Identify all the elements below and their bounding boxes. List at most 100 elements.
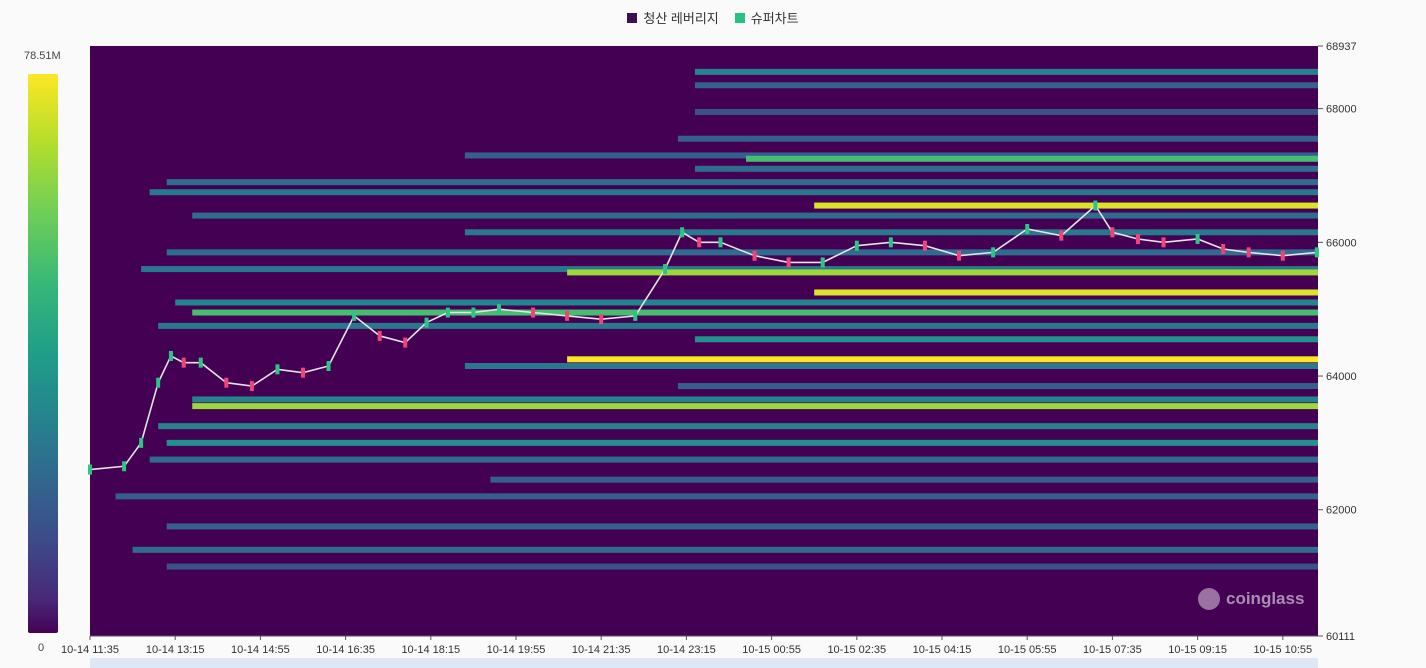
price-candle bbox=[224, 377, 229, 388]
liquidation-band bbox=[166, 523, 1319, 530]
price-candle bbox=[1059, 230, 1064, 241]
colorbar-max-label: 78.51M bbox=[24, 50, 61, 62]
y-tick-label: 66000 bbox=[1326, 237, 1357, 249]
price-candle bbox=[156, 377, 161, 388]
navigator-strip bbox=[90, 658, 1318, 668]
colorbar bbox=[28, 74, 58, 633]
legend-item-liquidation-leverage[interactable]: 청산 레버리지 bbox=[627, 8, 719, 27]
price-candle bbox=[957, 250, 962, 261]
y-tick-label: 68937 bbox=[1326, 41, 1357, 53]
liquidation-band bbox=[490, 476, 1318, 483]
x-tick-label: 10-15 02:35 bbox=[827, 644, 886, 656]
price-candle bbox=[122, 461, 127, 472]
price-candle bbox=[786, 257, 791, 268]
price-candle bbox=[1221, 244, 1226, 255]
liquidation-band bbox=[192, 403, 1319, 410]
liquidation-band bbox=[192, 396, 1319, 403]
price-candle bbox=[1280, 250, 1285, 261]
liquidation-band bbox=[132, 546, 1319, 553]
price-candle bbox=[496, 304, 501, 315]
x-tick-label: 10-15 05:55 bbox=[998, 644, 1057, 656]
liquidation-band bbox=[175, 299, 1319, 306]
liquidation-band bbox=[115, 493, 1318, 500]
price-candle bbox=[991, 247, 996, 258]
price-candle bbox=[1246, 247, 1251, 258]
price-candle bbox=[424, 317, 429, 328]
price-candle bbox=[1195, 233, 1200, 244]
y-tick-label: 62000 bbox=[1326, 505, 1357, 517]
price-candle bbox=[752, 250, 757, 261]
price-candle bbox=[403, 337, 408, 348]
x-tick-label: 10-14 18:15 bbox=[401, 644, 460, 656]
legend-item-superchart[interactable]: 슈퍼차트 bbox=[734, 8, 799, 27]
price-candle bbox=[697, 237, 702, 248]
price-candle bbox=[565, 310, 570, 321]
liquidation-band bbox=[694, 68, 1318, 75]
price-candle bbox=[1025, 223, 1030, 234]
price-candle bbox=[922, 240, 927, 251]
x-tick-label: 10-14 16:35 bbox=[316, 644, 375, 656]
price-candle bbox=[249, 381, 254, 392]
price-candle bbox=[718, 237, 723, 248]
liquidation-band bbox=[746, 155, 1318, 162]
price-candle bbox=[301, 367, 305, 378]
x-tick-label: 10-15 04:15 bbox=[913, 644, 972, 656]
liquidation-band bbox=[694, 165, 1318, 172]
price-candle bbox=[820, 257, 825, 268]
y-tick-label: 60111 bbox=[1326, 631, 1355, 643]
liquidation-band bbox=[814, 289, 1318, 296]
legend-swatch-liquidation-icon bbox=[627, 12, 638, 23]
liquidation-band bbox=[464, 363, 1318, 370]
x-tick-label: 10-15 07:35 bbox=[1083, 644, 1142, 656]
price-candle bbox=[1135, 233, 1140, 244]
price-candle bbox=[181, 357, 186, 368]
price-candle bbox=[326, 361, 331, 372]
price-candle bbox=[471, 307, 476, 318]
price-candle bbox=[168, 350, 173, 361]
price-candle bbox=[88, 464, 92, 475]
liquidation-band bbox=[166, 563, 1319, 570]
price-candle bbox=[599, 314, 604, 325]
price-candle bbox=[139, 437, 144, 448]
price-candle bbox=[531, 307, 536, 318]
price-candle bbox=[198, 357, 203, 368]
liquidation-band bbox=[141, 266, 1318, 273]
liquidation-band bbox=[464, 152, 1318, 159]
price-line bbox=[89, 204, 1317, 471]
liquidation-band bbox=[149, 189, 1318, 196]
liquidation-band bbox=[694, 336, 1318, 343]
x-tick-label: 10-15 10:55 bbox=[1253, 644, 1312, 656]
liquidation-band bbox=[567, 356, 1318, 363]
liquidation-band bbox=[149, 456, 1318, 463]
legend-label-liquidation: 청산 레버리지 bbox=[643, 11, 719, 26]
price-candle bbox=[352, 310, 357, 321]
x-tick-label: 10-15 00:55 bbox=[742, 644, 801, 656]
liquidation-band bbox=[814, 202, 1318, 209]
liquidation-band bbox=[677, 135, 1318, 142]
y-tick-label: 68000 bbox=[1326, 104, 1357, 116]
price-candle bbox=[854, 240, 859, 251]
price-candle bbox=[680, 227, 685, 238]
legend-swatch-superchart-icon bbox=[734, 12, 745, 23]
liquidation-band bbox=[166, 439, 1319, 446]
liquidation-band bbox=[192, 212, 1319, 219]
x-tick-label: 10-14 13:15 bbox=[146, 644, 205, 656]
liquidation-band bbox=[166, 249, 1319, 256]
price-candle bbox=[663, 264, 668, 275]
price-candle bbox=[377, 330, 382, 341]
x-tick-label: 10-14 14:55 bbox=[231, 644, 290, 656]
liquidation-band bbox=[166, 179, 1319, 186]
price-candle bbox=[888, 237, 893, 248]
price-candle bbox=[275, 364, 280, 375]
x-tick-label: 10-14 23:15 bbox=[657, 644, 716, 656]
x-tick-label: 10-14 21:35 bbox=[572, 644, 631, 656]
liquidation-band bbox=[158, 423, 1318, 430]
price-candle bbox=[633, 310, 638, 321]
price-candle bbox=[445, 307, 450, 318]
watermark-text: coinglass bbox=[1226, 589, 1305, 608]
x-tick-label: 10-15 09:15 bbox=[1168, 644, 1227, 656]
liquidation-band bbox=[464, 229, 1318, 236]
coinglass-logo-icon bbox=[1198, 588, 1220, 610]
price-candle bbox=[1093, 200, 1098, 211]
